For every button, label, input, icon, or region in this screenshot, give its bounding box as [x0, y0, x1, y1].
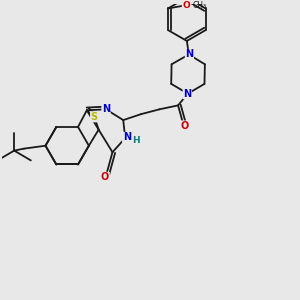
Text: N: N [185, 50, 194, 59]
Text: N: N [102, 104, 110, 114]
Text: H: H [132, 136, 140, 145]
Text: N: N [123, 133, 131, 142]
Text: O: O [101, 172, 109, 182]
Text: N: N [183, 88, 191, 99]
Text: O: O [180, 121, 189, 131]
Text: S: S [91, 112, 98, 122]
Text: CH₃: CH₃ [192, 1, 206, 10]
Text: O: O [182, 1, 190, 10]
